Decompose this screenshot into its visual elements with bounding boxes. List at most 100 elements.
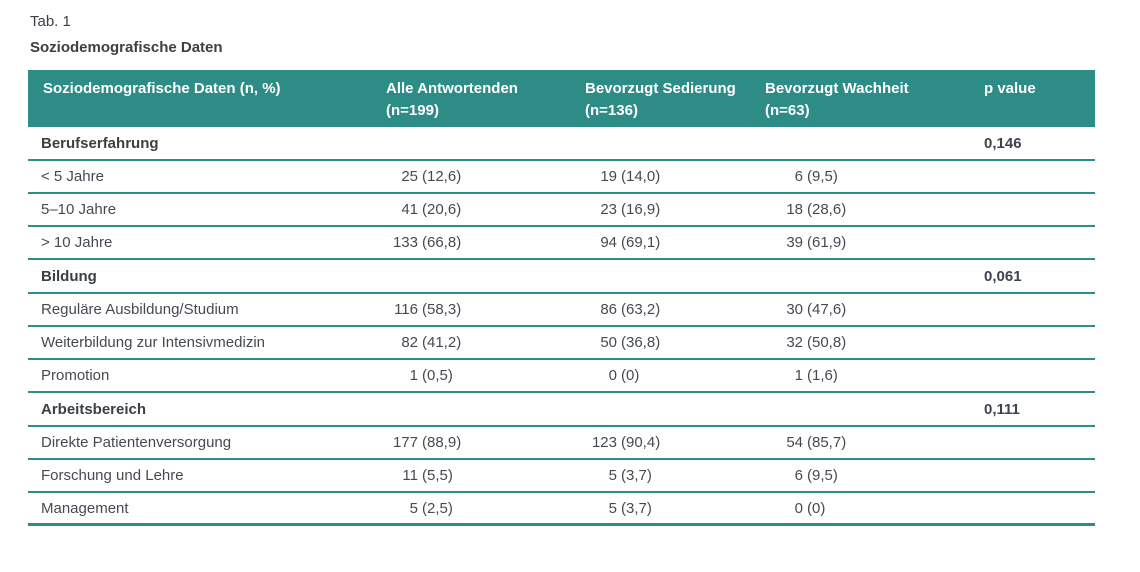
value-n: 5 bbox=[409, 499, 418, 517]
value-pct: (66,8) bbox=[422, 234, 462, 251]
value-n: 50 bbox=[600, 334, 617, 351]
section-name: Arbeitsbereich bbox=[41, 400, 147, 418]
value-n: 94 bbox=[600, 234, 617, 251]
value-n: 0 bbox=[608, 367, 617, 384]
value-pct: (85,7) bbox=[807, 434, 847, 451]
cell-sedierung: 94 (69,1) bbox=[585, 234, 765, 251]
value-pct: (90,4) bbox=[621, 434, 661, 451]
header-label: Alle Antwortenden bbox=[386, 80, 518, 97]
header-label: p value bbox=[984, 80, 1036, 97]
cell-sedierung: 5 (3,7) bbox=[585, 500, 765, 517]
header-cell-p-value: p value bbox=[984, 78, 1095, 127]
value-n: 177 bbox=[392, 434, 418, 451]
value-pct: (20,6) bbox=[422, 201, 462, 218]
value-n: 30 bbox=[786, 301, 803, 318]
header-cell-all-respondents: Alle Antwortenden (n=199) bbox=[386, 78, 585, 127]
value-n: 11 bbox=[402, 467, 418, 484]
table-row: > 10 Jahre 133 (66,8) 94 (69,1) 39 (61,9) bbox=[28, 227, 1095, 260]
value-pct: (36,8) bbox=[621, 334, 661, 351]
table-row: 5–10 Jahre 41 (20,6) 23 (16,9) 18 (28,6) bbox=[28, 194, 1095, 227]
cell-sedierung: 5 (3,7) bbox=[585, 467, 765, 484]
value-pct: (69,1) bbox=[621, 234, 661, 251]
header-cell-criteria: Soziodemografische Daten (n, %) bbox=[28, 78, 386, 127]
header-cell-prefer-sedation: Bevorzugt Sedierung (n=136) bbox=[585, 78, 765, 127]
value-pct: (5,5) bbox=[422, 467, 453, 484]
value-pct: (3,7) bbox=[621, 499, 652, 517]
table-row: Reguläre Ausbildung/Studium 116 (58,3) 86… bbox=[28, 294, 1095, 327]
value-n: 5 bbox=[608, 467, 617, 484]
cell-wachheit: 39 (61,9) bbox=[765, 234, 984, 251]
row-label: < 5 Jahre bbox=[41, 168, 104, 185]
header-label: Bevorzugt Wachheit bbox=[765, 80, 909, 97]
value-pct: (63,2) bbox=[621, 301, 661, 318]
cell-all: 1 (0,5) bbox=[386, 367, 585, 384]
value-pct: (0) bbox=[807, 499, 826, 517]
value-pct: (0,5) bbox=[422, 367, 453, 384]
value-n: 123 bbox=[591, 434, 617, 451]
cell-wachheit: 6 (9,5) bbox=[765, 467, 984, 484]
value-n: 23 bbox=[600, 201, 617, 218]
value-n: 1 bbox=[794, 367, 803, 384]
section-header-row: Bildung 0,061 bbox=[28, 260, 1095, 294]
header-label: Bevorzugt Sedierung bbox=[585, 80, 736, 97]
value-pct: (16,9) bbox=[621, 201, 661, 218]
table-row: Promotion 1 (0,5) 0 (0) 1 (1,6) bbox=[28, 360, 1095, 393]
p-value: 0,061 bbox=[984, 267, 1022, 285]
value-pct: (58,3) bbox=[422, 301, 462, 318]
table-row: Weiterbildung zur Intensivmedizin 82 (41,… bbox=[28, 327, 1095, 360]
section-header-row: Arbeitsbereich 0,111 bbox=[28, 393, 1095, 427]
value-pct: (9,5) bbox=[807, 168, 838, 185]
value-pct: (88,9) bbox=[422, 434, 462, 451]
table-row: Direkte Patientenversorgung 177 (88,9) 12… bbox=[28, 427, 1095, 460]
value-n: 133 bbox=[392, 234, 418, 251]
cell-all: 133 (66,8) bbox=[386, 234, 585, 251]
cell-wachheit: 30 (47,6) bbox=[765, 301, 984, 318]
value-pct: (28,6) bbox=[807, 201, 847, 218]
cell-all: 11 (5,5) bbox=[386, 467, 585, 484]
cell-sedierung: 86 (63,2) bbox=[585, 301, 765, 318]
header-label: Soziodemografische Daten (n, %) bbox=[43, 80, 281, 97]
value-n: 41 bbox=[401, 201, 418, 218]
sociodemographic-table: Soziodemografische Daten (n, %) Alle Ant… bbox=[28, 70, 1095, 526]
value-pct: (61,9) bbox=[807, 234, 847, 251]
cell-wachheit: 0 (0) bbox=[765, 500, 984, 517]
table-header-row: Soziodemografische Daten (n, %) Alle Ant… bbox=[28, 70, 1095, 127]
value-n: 19 bbox=[600, 168, 617, 185]
cell-sedierung: 23 (16,9) bbox=[585, 201, 765, 218]
header-cell-prefer-wakefulness: Bevorzugt Wachheit (n=63) bbox=[765, 78, 984, 127]
value-n: 5 bbox=[608, 499, 617, 517]
cell-sedierung: 0 (0) bbox=[585, 367, 765, 384]
value-n: 25 bbox=[401, 168, 418, 185]
cell-wachheit: 18 (28,6) bbox=[765, 201, 984, 218]
section-name: Berufserfahrung bbox=[41, 134, 159, 152]
row-label: > 10 Jahre bbox=[41, 234, 113, 251]
p-value: 0,111 bbox=[984, 400, 1020, 418]
row-label: Reguläre Ausbildung/Studium bbox=[41, 301, 239, 318]
section-header-row: Berufserfahrung 0,146 bbox=[28, 127, 1095, 161]
cell-sedierung: 50 (36,8) bbox=[585, 334, 765, 351]
value-n: 39 bbox=[786, 234, 803, 251]
value-n: 6 bbox=[794, 467, 803, 484]
value-pct: (0) bbox=[621, 367, 640, 384]
cell-wachheit: 54 (85,7) bbox=[765, 434, 984, 451]
value-n: 18 bbox=[786, 201, 803, 218]
cell-wachheit: 1 (1,6) bbox=[765, 367, 984, 384]
cell-wachheit: 32 (50,8) bbox=[765, 334, 984, 351]
value-pct: (41,2) bbox=[422, 334, 462, 351]
row-label: 5–10 Jahre bbox=[41, 201, 117, 218]
header-sublabel: (n=136) bbox=[585, 102, 638, 119]
row-label: Forschung und Lehre bbox=[41, 467, 184, 484]
cell-sedierung: 19 (14,0) bbox=[585, 168, 765, 185]
table-row: Forschung und Lehre 11 (5,5) 5 (3,7) 6 (9,5… bbox=[28, 460, 1095, 493]
value-n: 0 bbox=[794, 499, 803, 517]
cell-all: 82 (41,2) bbox=[386, 334, 585, 351]
table-caption: Tab. 1 Soziodemografische Daten bbox=[30, 12, 223, 58]
value-pct: (1,6) bbox=[807, 367, 838, 384]
value-n: 1 bbox=[409, 367, 418, 384]
value-pct: (2,5) bbox=[422, 499, 453, 517]
value-n: 116 bbox=[394, 301, 418, 318]
cell-sedierung: 123 (90,4) bbox=[585, 434, 765, 451]
row-label: Management bbox=[41, 499, 129, 517]
value-n: 86 bbox=[600, 301, 617, 318]
